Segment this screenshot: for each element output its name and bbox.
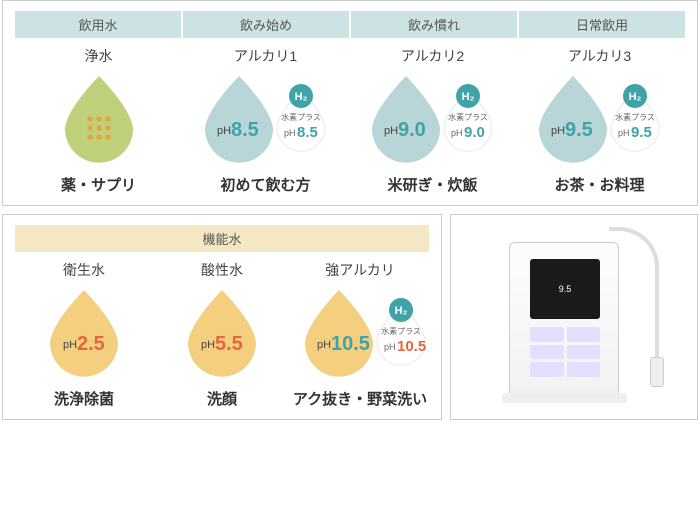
svg-text:10.5: 10.5 — [397, 338, 426, 355]
type-label: 浄水 — [85, 46, 113, 66]
functional-water-section: 機能水 衛生水 pH 2.5 洗浄除菌 酸性水 pH 5.5 洗顔 強アルカリ … — [2, 214, 442, 420]
type-label: アルカリ3 — [568, 46, 631, 66]
use-label: 初めて飲む方 — [220, 174, 310, 195]
svg-text:9.5: 9.5 — [631, 124, 652, 141]
svg-text:pH: pH — [63, 339, 77, 351]
svg-text:9.0: 9.0 — [398, 119, 426, 141]
svg-text:水素プラス: 水素プラス — [281, 112, 321, 122]
svg-text:10.5: 10.5 — [331, 333, 370, 355]
top-header-cell: 飲み始め — [183, 11, 349, 38]
drop-wrap: pH 8.5 H₂ 水素プラス pH 8.5 — [182, 72, 349, 166]
drop-icon — [54, 72, 144, 166]
top-header-cell: 飲み慣れ — [351, 11, 517, 38]
drop-icon: pH 5.5 — [177, 286, 267, 380]
water-type-cell: アルカリ1 pH 8.5 H₂ 水素プラス pH 8.5 初めて飲む方 — [182, 46, 349, 195]
svg-text:pH: pH — [618, 128, 630, 138]
type-label: 酸性水 — [201, 260, 243, 280]
svg-text:H₂: H₂ — [628, 91, 641, 103]
type-label: アルカリ2 — [401, 46, 464, 66]
svg-text:pH: pH — [217, 125, 231, 137]
svg-text:H₂: H₂ — [461, 91, 474, 103]
water-type-cell: アルカリ3 pH 9.5 H₂ 水素プラス pH 9.5 お茶・お料理 — [516, 46, 683, 195]
svg-text:pH: pH — [201, 339, 215, 351]
water-ionizer-device: 9.5 — [474, 227, 674, 407]
top-header-cell: 飲用水 — [15, 11, 181, 38]
use-label: 洗顔 — [207, 388, 237, 409]
device-faucet — [650, 357, 664, 387]
svg-text:水素プラス: 水素プラス — [448, 112, 488, 122]
functional-header: 機能水 — [15, 225, 429, 252]
use-label: 洗浄除菌 — [54, 388, 114, 409]
water-type-cell: アルカリ2 pH 9.0 H₂ 水素プラス pH 9.0 米研ぎ・炊飯 — [349, 46, 516, 195]
drop-pair-icon: pH 9.5 H₂ 水素プラス pH 9.5 — [525, 72, 675, 166]
water-type-cell: 強アルカリ pH 10.5 H₂ 水素プラス pH 10.5 アク抜き・野菜洗い — [291, 260, 429, 409]
svg-text:水素プラス: 水素プラス — [381, 326, 421, 336]
drop-pair-icon: pH 8.5 H₂ 水素プラス pH 8.5 — [191, 72, 341, 166]
svg-text:9.5: 9.5 — [565, 119, 593, 141]
drop-wrap: pH 5.5 — [153, 286, 291, 380]
drop-wrap: pH 9.0 H₂ 水素プラス pH 9.0 — [349, 72, 516, 166]
drinking-water-section: 飲用水飲み始め飲み慣れ日常飲用 浄水 薬・サプリ アルカリ1 pH 8.5 H₂… — [2, 0, 698, 206]
svg-text:H₂: H₂ — [395, 305, 408, 317]
water-type-cell: 衛生水 pH 2.5 洗浄除菌 — [15, 260, 153, 409]
svg-text:2.5: 2.5 — [77, 333, 105, 355]
drop-wrap: pH 10.5 H₂ 水素プラス pH 10.5 — [291, 286, 429, 380]
use-label: 米研ぎ・炊飯 — [387, 174, 477, 195]
water-type-cell: 酸性水 pH 5.5 洗顔 — [153, 260, 291, 409]
drop-icon: pH 2.5 — [39, 286, 129, 380]
device-body: 9.5 — [509, 242, 619, 397]
drop-wrap — [15, 72, 182, 166]
type-label: 強アルカリ — [325, 260, 394, 280]
drop-wrap: pH 2.5 — [15, 286, 153, 380]
svg-text:5.5: 5.5 — [215, 333, 243, 355]
svg-text:8.5: 8.5 — [297, 124, 318, 141]
device-screen: 9.5 — [530, 259, 600, 319]
bottom-items-row: 衛生水 pH 2.5 洗浄除菌 酸性水 pH 5.5 洗顔 強アルカリ pH 1… — [15, 260, 429, 409]
type-label: アルカリ1 — [234, 46, 297, 66]
device-screen-value: 9.5 — [559, 284, 572, 294]
device-buttons — [530, 327, 600, 377]
water-type-cell: 浄水 薬・サプリ — [15, 46, 182, 195]
top-header-cell: 日常飲用 — [519, 11, 685, 38]
svg-text:9.0: 9.0 — [464, 124, 485, 141]
use-label: 薬・サプリ — [61, 174, 136, 195]
svg-text:pH: pH — [384, 342, 396, 352]
drop-pair-icon: pH 10.5 H₂ 水素プラス pH 10.5 — [291, 286, 429, 380]
drop-wrap: pH 9.5 H₂ 水素プラス pH 9.5 — [516, 72, 683, 166]
bottom-row: 機能水 衛生水 pH 2.5 洗浄除菌 酸性水 pH 5.5 洗顔 強アルカリ … — [2, 214, 698, 420]
svg-text:水素プラス: 水素プラス — [615, 112, 655, 122]
svg-text:pH: pH — [551, 125, 565, 137]
device-base — [502, 393, 627, 403]
top-headers: 飲用水飲み始め飲み慣れ日常飲用 — [15, 11, 685, 38]
top-items-row: 浄水 薬・サプリ アルカリ1 pH 8.5 H₂ 水素プラス pH 8.5 初め… — [15, 46, 685, 195]
svg-text:pH: pH — [384, 125, 398, 137]
drop-pair-icon: pH 9.0 H₂ 水素プラス pH 9.0 — [358, 72, 508, 166]
svg-text:H₂: H₂ — [294, 91, 307, 103]
type-label: 衛生水 — [63, 260, 105, 280]
svg-text:pH: pH — [451, 128, 463, 138]
svg-text:8.5: 8.5 — [231, 119, 259, 141]
use-label: アク抜き・野菜洗い — [293, 388, 427, 409]
svg-text:pH: pH — [284, 128, 296, 138]
use-label: お茶・お料理 — [554, 174, 644, 195]
svg-text:pH: pH — [317, 339, 331, 351]
product-image-section: 9.5 — [450, 214, 698, 420]
